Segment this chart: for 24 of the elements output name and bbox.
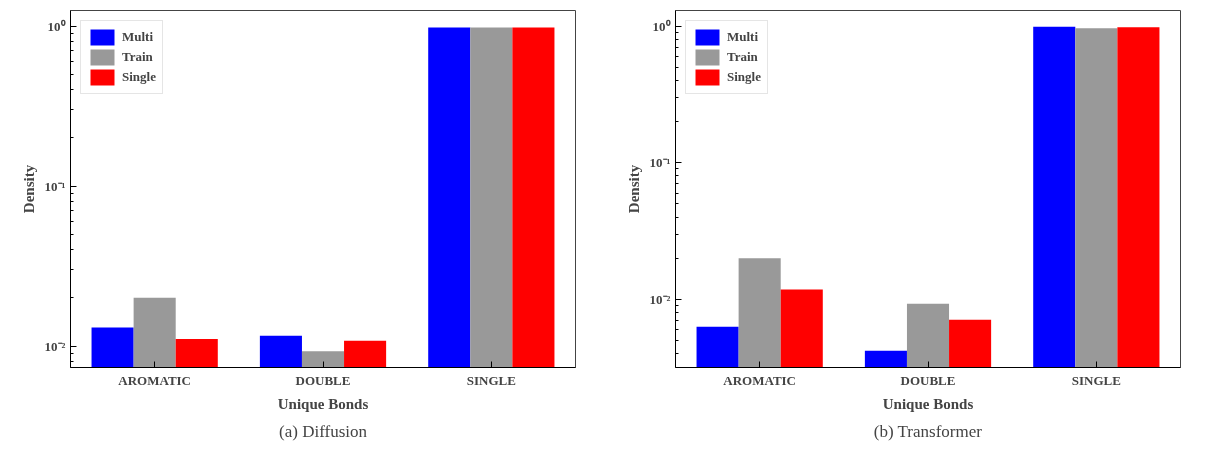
x-tick-label: AROMATIC	[118, 372, 192, 388]
text: (b) Transformer	[873, 421, 983, 441]
x-axis-title: Unique Bonds	[277, 395, 369, 412]
x-tick-label: DOUBLE	[900, 372, 956, 388]
y-tick-label: 10⁰	[47, 18, 66, 34]
y-tick-label: 10⁻²	[649, 291, 671, 307]
legend-label: Single	[122, 69, 156, 85]
legend-label: Single	[727, 69, 761, 85]
y-tick-label: 10⁻¹	[44, 178, 66, 194]
legend-label: Train	[122, 49, 153, 65]
x-tick-label: AROMATIC	[723, 372, 797, 388]
x-tick-label: DOUBLE	[295, 372, 351, 388]
y-tick-label: 10⁻¹	[649, 155, 671, 171]
y-axis-title: Density	[20, 164, 37, 214]
legend-label: Multi	[122, 29, 154, 45]
legend-label: Multi	[727, 29, 759, 45]
x-tick-label: SINGLE	[1071, 372, 1121, 388]
y-tick-label: 10⁻²	[44, 338, 66, 354]
x-axis-title: Unique Bonds	[882, 395, 974, 412]
y-tick-label: 10⁰	[652, 18, 671, 34]
y-axis-title: Density	[625, 164, 642, 214]
legend-label: Train	[727, 49, 758, 65]
text: (a) Diffusion	[279, 421, 368, 441]
x-tick-label: SINGLE	[466, 372, 516, 388]
